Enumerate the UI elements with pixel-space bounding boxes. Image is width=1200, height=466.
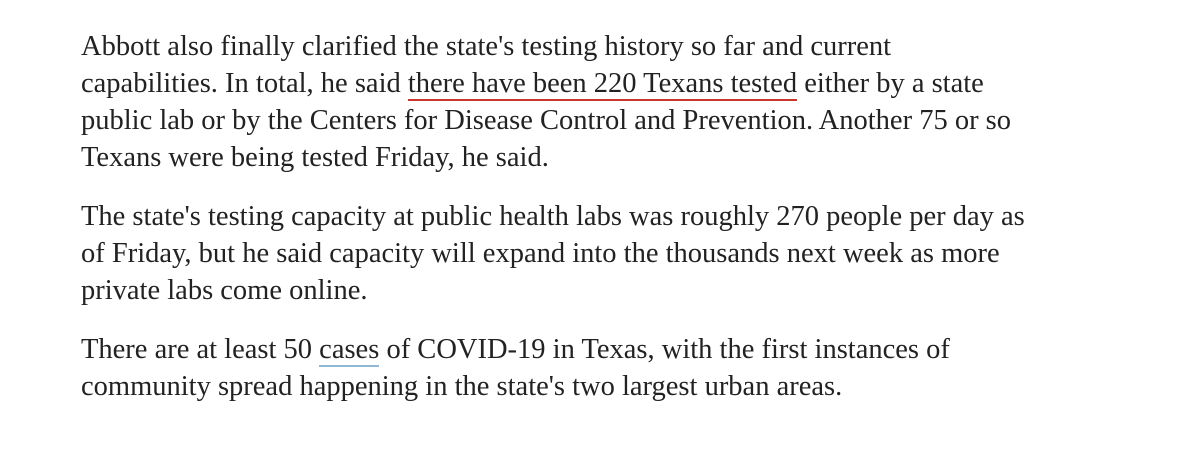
paragraph-text: of COVID-19 in Texas, with the first ins… xyxy=(379,334,950,365)
link-220-texans-tested[interactable]: there have been 220 Texans tested xyxy=(407,68,798,101)
paragraph-text: capabilities. In total, he said xyxy=(81,68,408,99)
article-body: Abbott also finally clarified the state'… xyxy=(81,28,1141,427)
paragraph-text: Abbott also finally clarified the state'… xyxy=(81,31,892,62)
paragraph-text: The state's testing capacity at public h… xyxy=(81,201,1025,232)
paragraph-text: community spread happening in the state'… xyxy=(81,371,843,402)
paragraph-text: private labs come online. xyxy=(81,275,368,306)
paragraph-testing-history: Abbott also finally clarified the state'… xyxy=(81,28,1141,176)
paragraph-text: of Friday, but he said capacity will exp… xyxy=(81,238,1000,269)
paragraph-text: There are at least 50 xyxy=(81,334,320,365)
paragraph-text: Texans were being tested Friday, he said… xyxy=(81,142,549,173)
paragraph-text: either by a state xyxy=(797,68,984,99)
paragraph-covid-cases: There are at least 50 cases of COVID-19 … xyxy=(81,331,1141,405)
paragraph-text: public lab or by the Centers for Disease… xyxy=(81,105,1012,136)
paragraph-testing-capacity: The state's testing capacity at public h… xyxy=(81,198,1141,309)
link-cases[interactable]: cases xyxy=(319,334,380,367)
